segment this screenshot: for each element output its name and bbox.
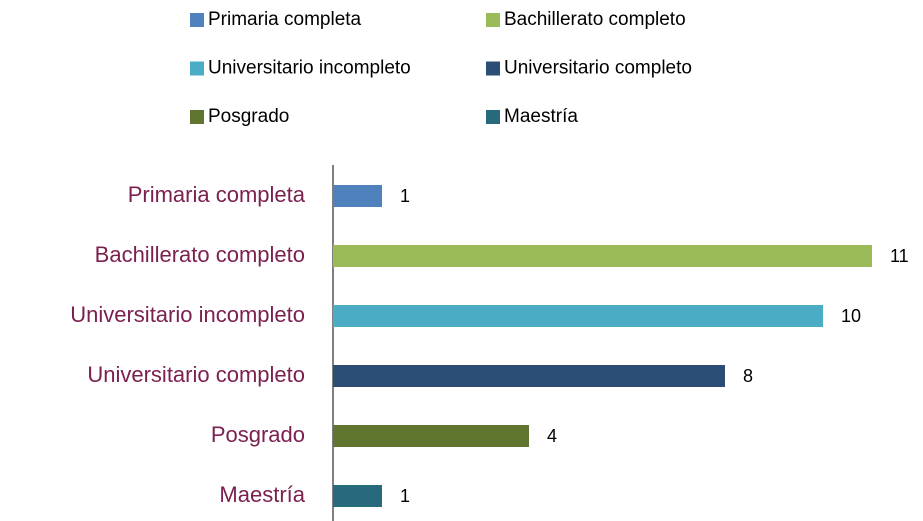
legend-label: Universitario completo bbox=[504, 58, 692, 79]
bar bbox=[333, 185, 382, 207]
legend-label: Bachillerato completo bbox=[504, 9, 686, 30]
legend-label: Primaria completa bbox=[208, 9, 362, 30]
legend-label: Posgrado bbox=[208, 106, 289, 127]
legend-label: Maestría bbox=[504, 106, 578, 127]
category-label: Primaria completa bbox=[128, 182, 306, 207]
category-label: Maestría bbox=[219, 482, 305, 507]
data-label: 8 bbox=[743, 366, 753, 386]
legend-swatch bbox=[486, 61, 500, 76]
bar bbox=[333, 365, 725, 387]
bar bbox=[333, 485, 382, 507]
bar bbox=[333, 245, 872, 267]
data-label: 1 bbox=[400, 486, 410, 506]
legend-label: Universitario incompleto bbox=[208, 58, 411, 79]
legend-swatch bbox=[486, 110, 500, 124]
category-label: Universitario incompleto bbox=[70, 302, 305, 327]
legend-swatch bbox=[190, 13, 204, 27]
legend-swatch bbox=[486, 13, 500, 27]
category-label: Posgrado bbox=[211, 422, 305, 447]
category-label: Bachillerato completo bbox=[95, 242, 305, 267]
data-label: 11 bbox=[890, 246, 909, 266]
bar bbox=[333, 305, 823, 327]
legend-swatch bbox=[190, 110, 204, 124]
data-label: 1 bbox=[400, 186, 410, 206]
legend-swatch bbox=[190, 61, 204, 76]
data-label: 4 bbox=[547, 426, 557, 446]
data-label: 10 bbox=[841, 306, 861, 326]
category-label: Universitario completo bbox=[87, 362, 305, 387]
bar bbox=[333, 425, 529, 447]
